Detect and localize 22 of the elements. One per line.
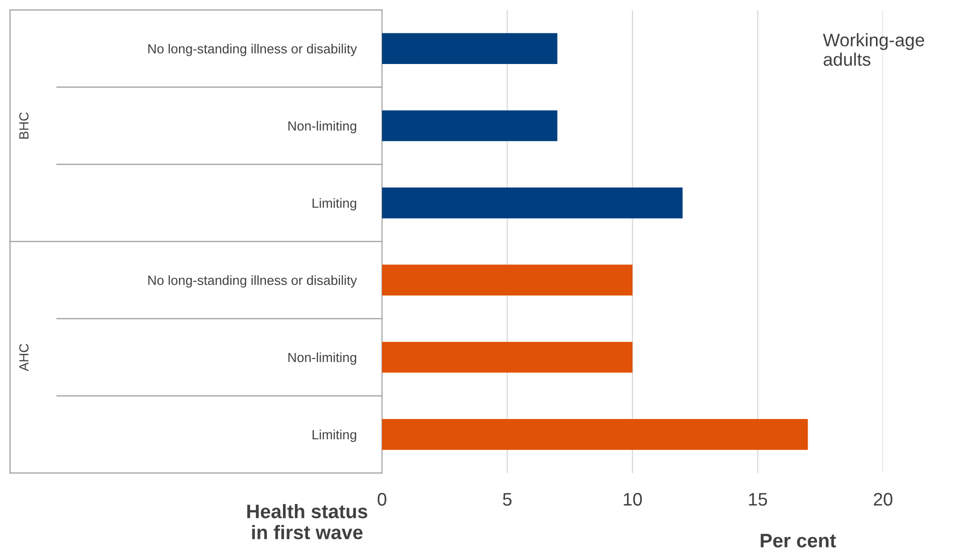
x-axis-title: Per cent: [760, 534, 836, 548]
bar: [382, 264, 632, 296]
x-tick-label: 5: [502, 493, 512, 506]
bar: [382, 110, 558, 142]
bar: [382, 418, 808, 450]
y-tick-label: Non-limiting: [288, 120, 356, 134]
y-tick-label: Limiting: [312, 430, 356, 442]
x-tick-label: 10: [624, 492, 642, 506]
text: BHC: [19, 112, 29, 139]
y-tick-label: No long-standing illness or disability: [148, 275, 357, 288]
bar: [382, 33, 558, 64]
x-tick-label: 15: [749, 493, 768, 506]
bar: [382, 187, 683, 218]
text: AHC: [19, 344, 29, 372]
x-tick-label: 0: [378, 492, 386, 506]
y-tick-label: Limiting: [312, 198, 356, 210]
x-tick-label: 20: [874, 492, 892, 506]
y-tick-label: Non-limiting: [288, 352, 356, 365]
text: Working-age adults: [822, 33, 924, 66]
y-tick-label: No long-standing illness or disability: [148, 44, 357, 56]
bar: [382, 342, 632, 373]
y-axis-title: Health status in first wave: [247, 504, 368, 540]
